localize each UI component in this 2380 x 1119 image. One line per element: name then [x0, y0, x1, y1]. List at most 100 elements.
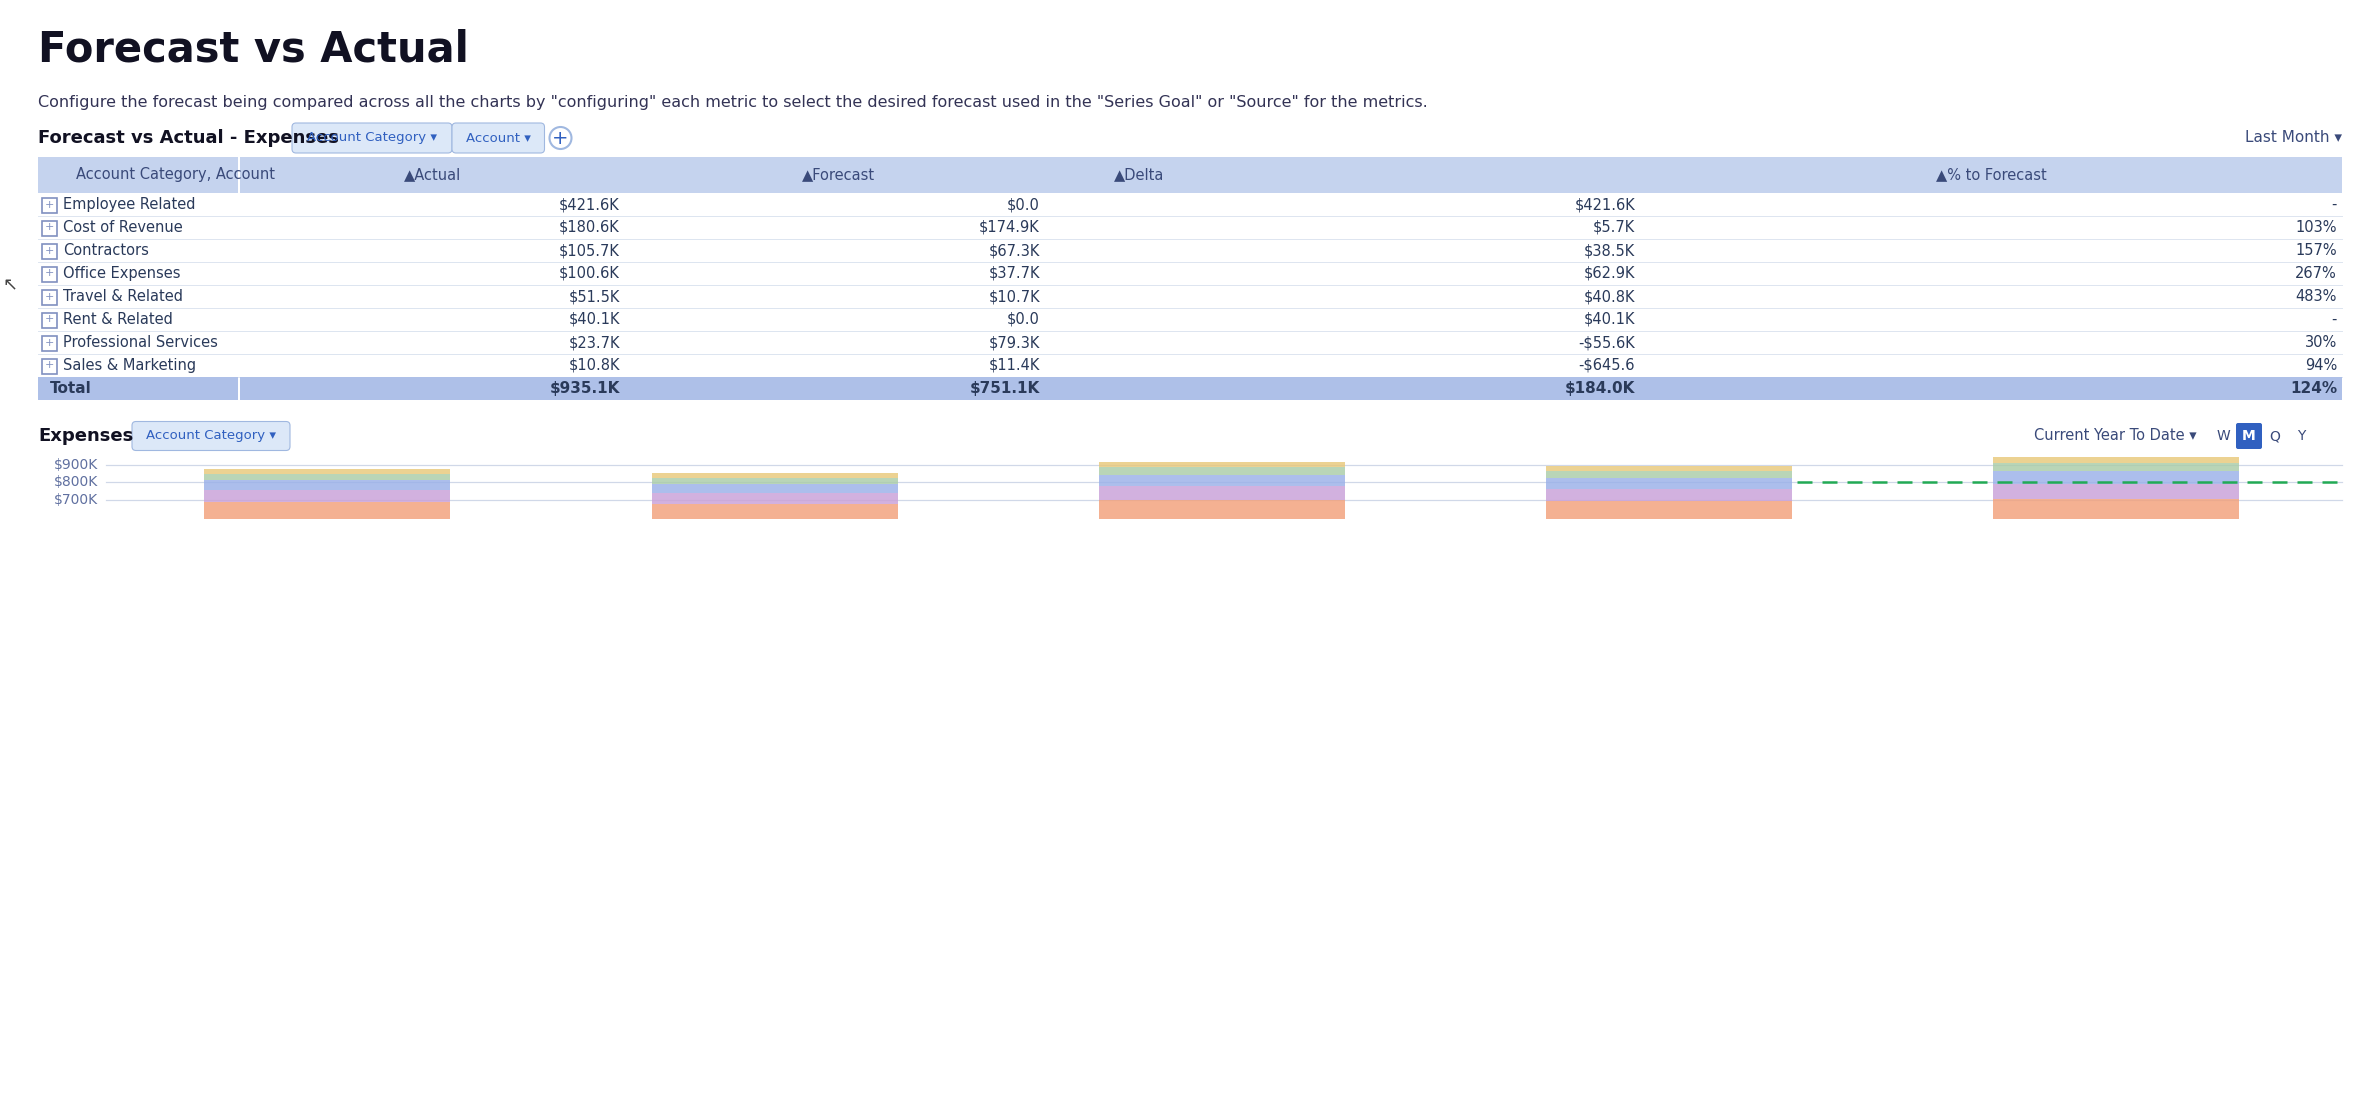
- Text: Y: Y: [2297, 429, 2306, 443]
- Text: 30%: 30%: [2304, 335, 2337, 350]
- Text: Account Category ▾: Account Category ▾: [307, 132, 438, 144]
- Bar: [1547, 478, 1792, 489]
- Bar: [1992, 471, 2240, 483]
- Bar: [1100, 462, 1345, 468]
- Text: $0.0: $0.0: [1007, 197, 1040, 211]
- Text: M: M: [2242, 429, 2256, 443]
- Text: +: +: [45, 245, 55, 255]
- Bar: [652, 478, 897, 483]
- Bar: [43, 197, 57, 213]
- Text: $62.9K: $62.9K: [1583, 266, 1635, 281]
- Text: $700K: $700K: [55, 493, 98, 507]
- Text: -: -: [2332, 312, 2337, 327]
- Bar: [1100, 474, 1345, 487]
- Text: Account ▾: Account ▾: [466, 132, 531, 144]
- Bar: [1992, 483, 2240, 499]
- Bar: [205, 473, 450, 480]
- Text: +: +: [45, 292, 55, 301]
- Bar: [43, 266, 57, 282]
- Bar: [652, 483, 897, 492]
- Bar: [43, 244, 57, 258]
- Bar: [638, 157, 2342, 192]
- Text: Expenses: Expenses: [38, 427, 133, 445]
- Text: Employee Related: Employee Related: [62, 197, 195, 211]
- Bar: [38, 377, 238, 399]
- Text: Office Expenses: Office Expenses: [62, 266, 181, 281]
- Bar: [1547, 466, 1792, 471]
- Bar: [43, 220, 57, 235]
- Text: $5.7K: $5.7K: [1592, 220, 1635, 235]
- Bar: [638, 377, 2342, 399]
- Text: Total: Total: [50, 380, 93, 396]
- Text: Account Category ▾: Account Category ▾: [145, 430, 276, 442]
- Text: +: +: [552, 129, 569, 148]
- Bar: [652, 492, 897, 504]
- Text: $800K: $800K: [55, 476, 98, 489]
- Bar: [205, 480, 450, 490]
- Text: +: +: [45, 269, 55, 279]
- Text: 157%: 157%: [2294, 243, 2337, 258]
- FancyBboxPatch shape: [293, 123, 452, 153]
- Text: -: -: [2332, 197, 2337, 211]
- Text: $421.6K: $421.6K: [559, 197, 621, 211]
- Text: $0.0: $0.0: [1007, 312, 1040, 327]
- Bar: [205, 502, 450, 519]
- Text: 124%: 124%: [2290, 380, 2337, 396]
- Bar: [1547, 501, 1792, 519]
- Text: $51.5K: $51.5K: [569, 289, 621, 304]
- Text: $10.8K: $10.8K: [569, 358, 621, 373]
- Text: ▲% to Forecast: ▲% to Forecast: [1935, 168, 2047, 182]
- Bar: [1100, 468, 1345, 474]
- Bar: [1547, 489, 1792, 501]
- Bar: [43, 358, 57, 374]
- FancyBboxPatch shape: [2235, 423, 2261, 449]
- Bar: [1100, 500, 1345, 519]
- Bar: [240, 157, 1045, 192]
- Text: $79.3K: $79.3K: [988, 335, 1040, 350]
- Text: 94%: 94%: [2304, 358, 2337, 373]
- Bar: [1547, 471, 1792, 478]
- Text: $23.7K: $23.7K: [569, 335, 621, 350]
- Text: +: +: [45, 223, 55, 233]
- Bar: [1992, 463, 2240, 471]
- Text: -$55.6K: -$55.6K: [1578, 335, 1635, 350]
- Text: Travel & Related: Travel & Related: [62, 289, 183, 304]
- Text: $67.3K: $67.3K: [988, 243, 1040, 258]
- Text: $40.1K: $40.1K: [569, 312, 621, 327]
- Text: $180.6K: $180.6K: [559, 220, 621, 235]
- FancyBboxPatch shape: [131, 422, 290, 451]
- Bar: [38, 157, 238, 192]
- Text: Q: Q: [2271, 429, 2280, 443]
- Bar: [43, 312, 57, 328]
- Bar: [240, 377, 1045, 399]
- Text: Professional Services: Professional Services: [62, 335, 219, 350]
- Text: $421.6K: $421.6K: [1573, 197, 1635, 211]
- Bar: [205, 490, 450, 502]
- Text: ▲Actual: ▲Actual: [405, 168, 462, 182]
- Text: +: +: [45, 314, 55, 325]
- Text: ▲Forecast: ▲Forecast: [802, 168, 876, 182]
- Text: $10.7K: $10.7K: [988, 289, 1040, 304]
- Text: $184.0K: $184.0K: [1564, 380, 1635, 396]
- Text: 103%: 103%: [2294, 220, 2337, 235]
- Text: W: W: [2216, 429, 2230, 443]
- Bar: [43, 336, 57, 350]
- Bar: [205, 469, 450, 473]
- Text: $40.8K: $40.8K: [1583, 289, 1635, 304]
- Text: Rent & Related: Rent & Related: [62, 312, 174, 327]
- Bar: [652, 504, 897, 519]
- Text: $11.4K: $11.4K: [988, 358, 1040, 373]
- Text: $900K: $900K: [55, 458, 98, 472]
- Text: Last Month ▾: Last Month ▾: [2244, 131, 2342, 145]
- Bar: [1992, 457, 2240, 463]
- Text: $751.1K: $751.1K: [969, 380, 1040, 396]
- FancyBboxPatch shape: [452, 123, 545, 153]
- Text: +: +: [45, 199, 55, 209]
- Text: $935.1K: $935.1K: [550, 380, 621, 396]
- Text: -$645.6: -$645.6: [1578, 358, 1635, 373]
- Text: Configure the forecast being compared across all the charts by "configuring" eac: Configure the forecast being compared ac…: [38, 95, 1428, 110]
- Bar: [1992, 499, 2240, 519]
- Text: $40.1K: $40.1K: [1583, 312, 1635, 327]
- Text: $174.9K: $174.9K: [978, 220, 1040, 235]
- Text: Forecast vs Actual - Expenses: Forecast vs Actual - Expenses: [38, 129, 338, 147]
